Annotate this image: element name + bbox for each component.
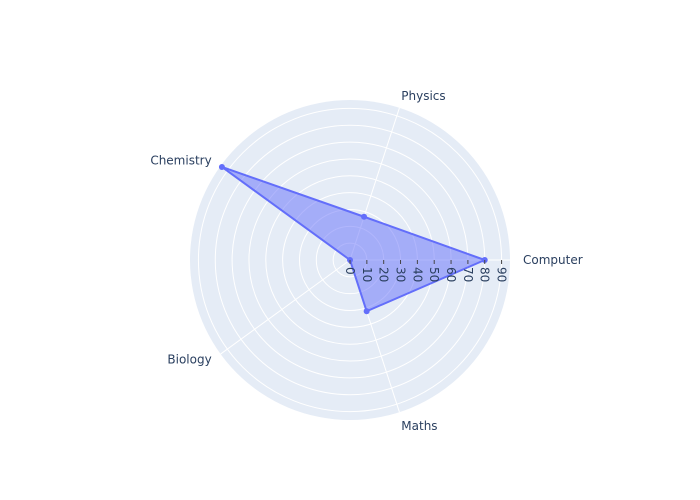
radial-tick-labels: 0 10 20 30 40 50 60 70 80 90 (343, 260, 509, 282)
radial-tick-label-30: 30 (394, 267, 408, 282)
radial-tick-label-40: 40 (410, 267, 424, 282)
data-point-chemistry[interactable] (218, 163, 225, 170)
data-layer (218, 163, 488, 315)
angular-label-computer: Computer (523, 253, 583, 267)
radial-tick-label-70: 70 (461, 267, 475, 282)
data-point-maths[interactable] (363, 308, 370, 315)
angular-label-chemistry: Chemistry (150, 153, 211, 167)
angular-label-physics: Physics (401, 89, 445, 103)
radial-tick-label-80: 80 (478, 267, 492, 282)
radial-tick-label-90: 90 (495, 267, 509, 282)
angular-label-maths: Maths (401, 419, 437, 433)
angular-labels: Computer Physics Chemistry Biology Maths (150, 89, 582, 433)
spoke-biology (220, 259, 351, 355)
angular-label-biology: Biology (167, 353, 211, 367)
radial-tick-label-60: 60 (444, 267, 458, 282)
radial-tick-label-10: 10 (360, 267, 374, 282)
radial-tick-label-0: 0 (343, 267, 357, 275)
radial-tick-label-20: 20 (377, 267, 391, 282)
radial-tick-label-50: 50 (427, 267, 441, 282)
series-area (220, 165, 486, 313)
data-point-physics[interactable] (361, 213, 368, 220)
